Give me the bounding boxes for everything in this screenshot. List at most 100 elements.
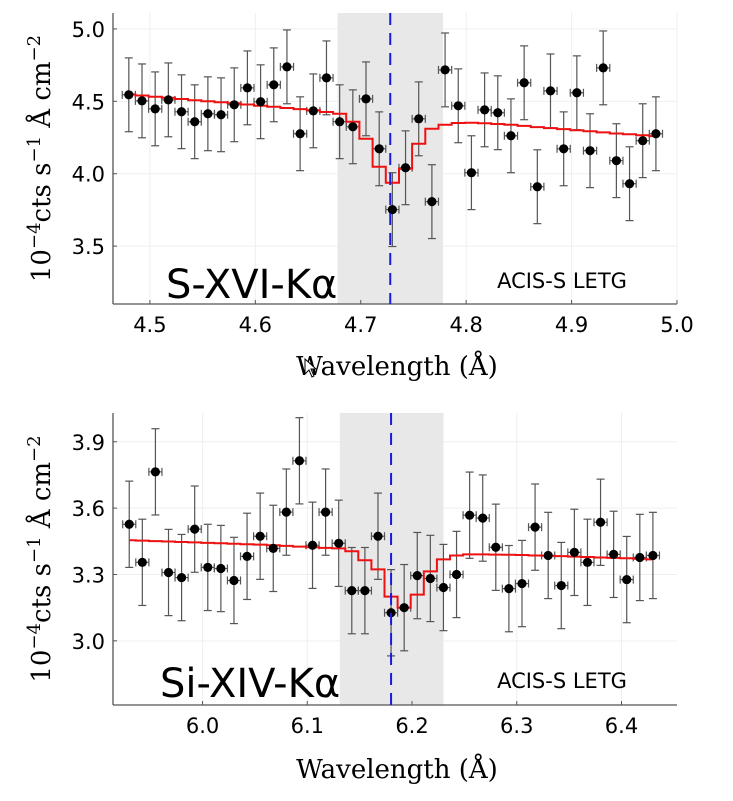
x-tick-label: 6.4 [605,714,638,738]
data-point [530,522,540,532]
y-label-text: cts s [27,163,57,223]
y-label-exponent: −4 [24,222,45,249]
ion-label: S-XVI-Kα [166,262,337,308]
data-point [308,106,318,116]
mouse-cursor-icon [304,357,318,378]
x-tick-label: 4.6 [239,313,272,337]
data-point [374,144,384,154]
x-tick-label: 6.0 [186,714,219,738]
data-point [294,456,305,466]
data-point [582,557,593,567]
data-point [216,563,226,574]
data-point [480,105,490,115]
data-point [638,136,648,146]
x-axis-label: Wavelength (Å) [296,753,498,785]
data-point [414,114,424,124]
data-point [307,540,318,550]
data-point [451,569,462,580]
data-point [611,156,621,166]
y-axis-label: 10−4cts s−1 Å cm−2 [24,35,58,282]
data-point [559,144,569,154]
x-axis-label: Wavelength (Å) [296,350,498,382]
y-label-text: 10 [27,650,57,683]
data-point [491,542,501,552]
data-point [177,572,187,583]
model-step-line [128,93,656,184]
data-point [453,101,463,111]
x-tick-label: 5.0 [660,313,693,337]
data-point [387,205,397,215]
y-axis-label: 10−4cts s−1 Å cm−2 [24,435,58,682]
data-point [556,580,566,591]
y-tick-label: 3.5 [72,235,105,259]
data-point [624,179,635,189]
data-point [242,83,253,93]
data-point [466,168,477,178]
x-tick-label: 6.3 [500,714,533,738]
y-tick-label: 4.5 [72,90,105,114]
data-point [334,538,344,548]
bottom-panel-si-xiv: 6.0 6.1 6.2 6.3 6.4 3.0 3.3 3.6 3.9 Si-XIV-Kα ACIS… [24,413,677,785]
data-point [203,109,213,119]
data-point [478,513,488,523]
data-point [321,507,331,517]
data-point [282,62,292,72]
data-point [532,182,542,192]
model-step-line [129,539,653,609]
data-point [150,467,161,477]
data-point [269,80,279,90]
data-point [425,573,435,584]
data-point [465,510,475,520]
data-point [595,517,606,527]
data-point [335,117,345,127]
data-point [438,582,449,593]
data-point [137,96,147,106]
data-point [321,73,332,83]
data-point [361,94,371,104]
y-label-exponent: −4 [24,623,45,650]
data-point [440,65,450,75]
data-point [504,584,514,594]
y-tick-label: 3.3 [72,563,105,587]
data-point [572,88,582,98]
data-point [176,107,187,117]
data-point [373,531,383,541]
data-point [517,578,527,589]
x-tick-label: 4.9 [555,313,588,337]
y-label-text: 10 [27,249,57,282]
data-point [255,531,265,541]
data-point [190,524,200,534]
data-point [295,129,305,139]
data-point [216,110,226,120]
data-point [622,574,632,585]
y-label-exponent: −2 [24,35,45,62]
data-point [242,551,252,561]
y-label-exponent: −1 [24,536,45,563]
data-point [609,549,619,559]
data-point [163,567,174,578]
data-point [203,562,213,573]
y-tick-label: 4.0 [72,163,105,187]
data-point [412,570,422,581]
y-tick-label: 3.9 [72,431,105,455]
y-label-text: Å cm [25,61,57,136]
data-point [519,78,529,88]
x-tick-label: 6.2 [395,714,428,738]
x-tick-label: 4.8 [449,313,482,337]
data-point [635,552,645,563]
data-point [598,63,608,73]
data-point [347,586,357,596]
data-point [360,586,370,596]
data-point [399,603,409,613]
data-point [190,117,200,127]
data-point [543,550,553,561]
data-point [506,131,516,141]
data-point [163,95,173,105]
x-tick-label: 6.1 [291,714,324,738]
data-point [651,129,661,139]
data-point [229,100,239,110]
data-point [400,163,411,173]
top-panel-s-xvi: 4.5 4.6 4.7 4.8 4.9 5.0 3.5 4.0 4.5 5.0 S-XVI-Kα AC… [24,13,694,382]
data-point [386,608,396,618]
